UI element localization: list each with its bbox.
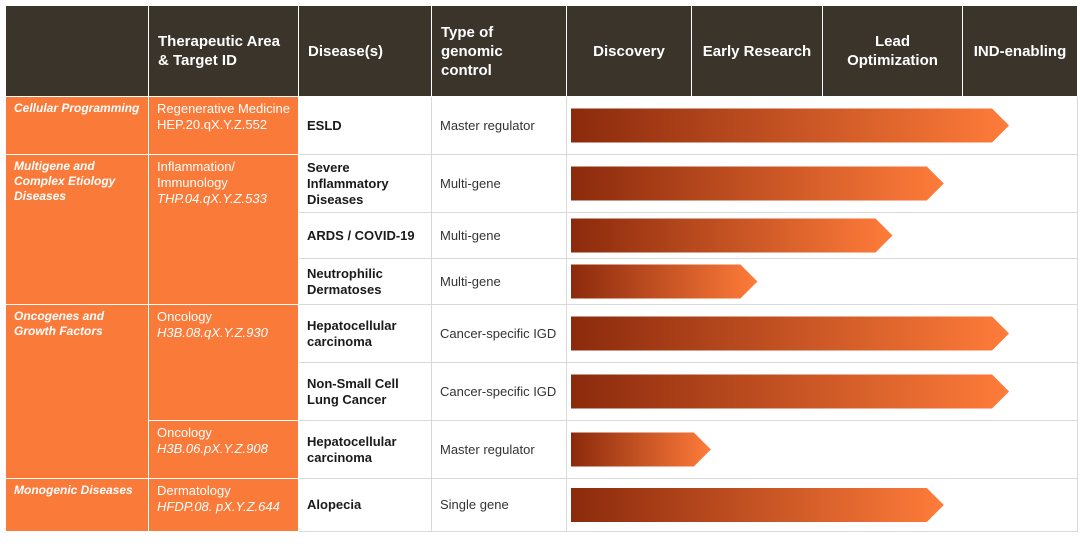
therapeutic-area-name: Oncology bbox=[157, 309, 212, 324]
progress-arrow bbox=[571, 374, 1010, 409]
category-multigene-complex: Multigene and Complex Etiology Diseases bbox=[6, 155, 148, 304]
therapeutic-area-dermatology: Dermatology HFDP.08. pX.Y.Z.644 bbox=[149, 479, 298, 531]
target-id: H3B.06.pX.Y.Z.908 bbox=[157, 441, 268, 456]
therapeutic-area-regenerative: Regenerative Medicine HEP.20.qX.Y.Z.552 bbox=[149, 97, 298, 154]
therapeutic-area-name: Oncology bbox=[157, 425, 212, 440]
header-diseases: Disease(s) bbox=[299, 6, 431, 96]
progress-arrow bbox=[571, 316, 1010, 351]
category-label: Multigene and Complex Etiology Diseases bbox=[14, 159, 116, 203]
disease-cell: ESLD bbox=[299, 97, 431, 154]
therapeutic-area-oncology-930: Oncology H3B.08.qX.Y.Z.930 bbox=[149, 305, 298, 420]
therapeutic-area-name: Regenerative Medicine bbox=[157, 101, 290, 116]
genomic-control-cell: Multi-gene bbox=[432, 259, 566, 304]
target-id: H3B.08.qX.Y.Z.930 bbox=[157, 325, 268, 340]
progress-arrow bbox=[571, 218, 893, 253]
genomic-control-cell: Cancer-specific IGD bbox=[432, 363, 566, 420]
header-category bbox=[6, 6, 148, 96]
progress-arrow bbox=[571, 488, 944, 522]
progress-arrow bbox=[571, 264, 758, 299]
therapeutic-area-name: Inflammation/ Immunology bbox=[157, 159, 236, 190]
disease-cell: ARDS / COVID-19 bbox=[299, 213, 431, 258]
header-stage-early-research: Early Research bbox=[692, 6, 822, 96]
genomic-control-cell: Single gene bbox=[432, 479, 566, 531]
genomic-control-cell: Master regulator bbox=[432, 421, 566, 478]
disease-cell: Non-Small Cell Lung Cancer bbox=[299, 363, 431, 420]
progress-arrow bbox=[571, 166, 944, 201]
header-stage-lead-optimization: Lead Optimization bbox=[823, 6, 962, 96]
genomic-control-cell: Cancer-specific IGD bbox=[432, 305, 566, 362]
target-id: HEP.20.qX.Y.Z.552 bbox=[157, 117, 268, 132]
target-id: THP.04.qX.Y.Z.533 bbox=[157, 191, 267, 206]
disease-cell: Hepatocellular carcinoma bbox=[299, 421, 431, 478]
category-monogenic: Monogenic Diseases bbox=[6, 479, 148, 531]
disease-cell: Neutrophilic Dermatoses bbox=[299, 259, 431, 304]
therapeutic-area-inflammation: Inflammation/ Immunology THP.04.qX.Y.Z.5… bbox=[149, 155, 298, 304]
category-cellular-programming: Cellular Programming bbox=[6, 97, 148, 154]
genomic-control-cell: Multi-gene bbox=[432, 213, 566, 258]
category-label: Oncogenes and Growth Factors bbox=[14, 309, 105, 338]
target-id: HFDP.08. pX.Y.Z.644 bbox=[157, 499, 280, 514]
category-label: Monogenic Diseases bbox=[14, 483, 133, 497]
progress-arrow bbox=[571, 432, 711, 467]
genomic-control-cell: Master regulator bbox=[432, 97, 566, 154]
disease-cell: Hepatocellular carcinoma bbox=[299, 305, 431, 362]
header-therapeutic-area: Therapeutic Area & Target ID bbox=[149, 6, 298, 96]
header-genomic-control: Type of genomic control bbox=[432, 6, 566, 96]
genomic-control-cell: Multi-gene bbox=[432, 155, 566, 212]
progress-arrow bbox=[571, 108, 1010, 143]
category-label: Cellular Programming bbox=[14, 101, 140, 115]
therapeutic-area-name: Dermatology bbox=[157, 483, 231, 498]
disease-cell: Alopecia bbox=[299, 479, 431, 531]
header-stage-discovery: Discovery bbox=[567, 6, 691, 96]
therapeutic-area-oncology-908: Oncology H3B.06.pX.Y.Z.908 bbox=[149, 421, 298, 478]
disease-cell: Severe Inflammatory Diseases bbox=[299, 155, 431, 212]
header-stage-ind-enabling: IND-enabling bbox=[963, 6, 1077, 96]
category-oncogenes-growth: Oncogenes and Growth Factors bbox=[6, 305, 148, 478]
